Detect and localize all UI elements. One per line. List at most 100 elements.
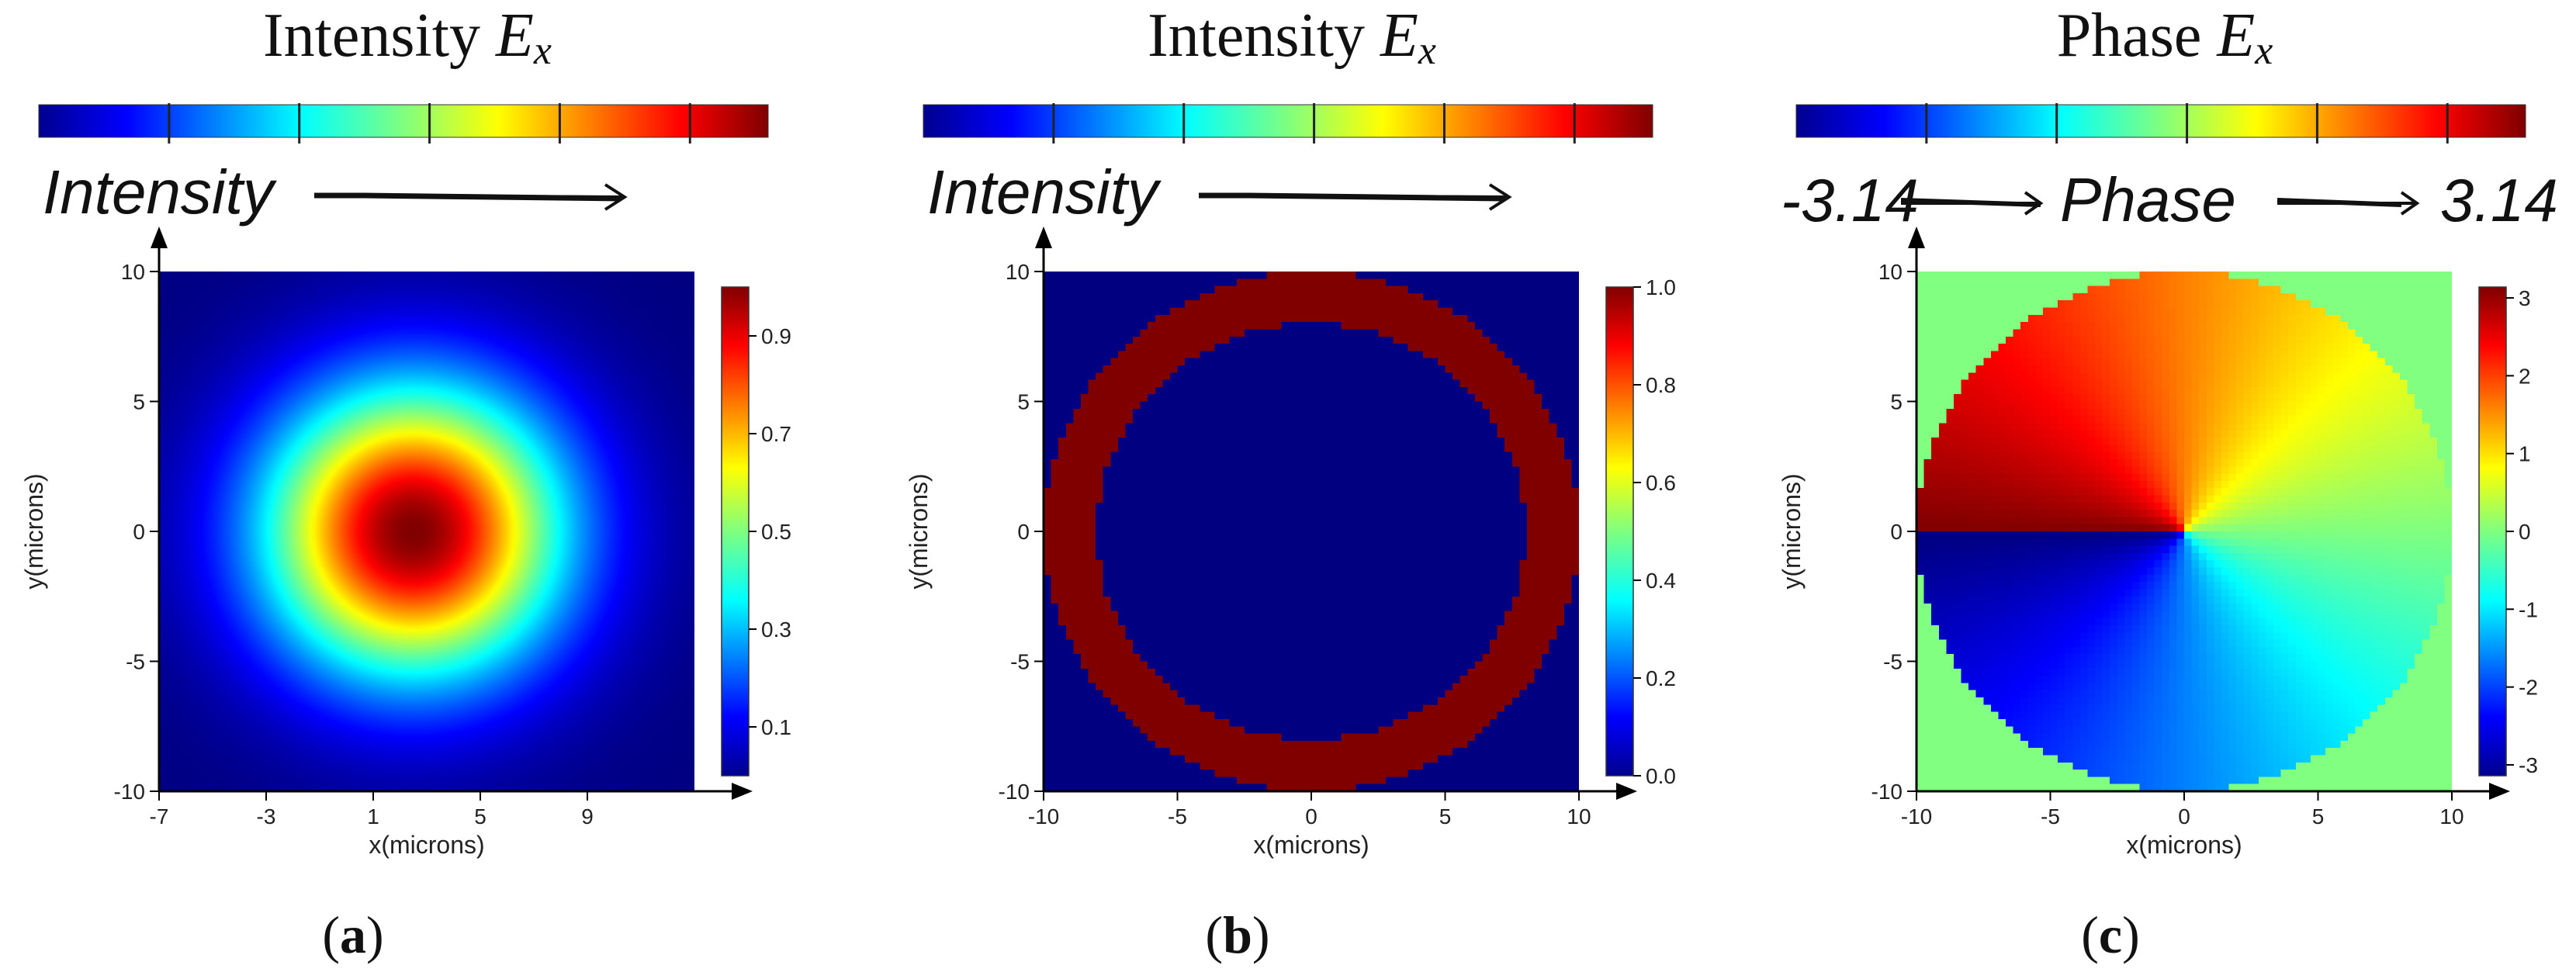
panel-title: Intensity Ex <box>1148 2 1436 73</box>
colorbar-tick-label: 0.6 <box>1646 471 1676 495</box>
colorbar-tick-label: 0.8 <box>1646 373 1676 397</box>
panel-label-close: ) <box>366 905 384 964</box>
y-tick-label: 5 <box>1890 390 1903 414</box>
colorbar-tick-label: 3 <box>2519 286 2531 310</box>
colorbar-tick-label: 0.2 <box>1646 666 1676 690</box>
colorbar-tick-label: 2 <box>2519 364 2531 388</box>
colorbar-tick-label: 0.5 <box>761 520 791 544</box>
panel-label-open: ( <box>2081 905 2099 964</box>
colorbar-tick-label: -2 <box>2519 676 2538 700</box>
y-axis-arrow-icon <box>1908 227 1925 248</box>
panel-label-open: ( <box>1205 905 1223 964</box>
heatmap-image <box>159 272 694 791</box>
colorbar-tick-label: 0.7 <box>761 422 791 446</box>
heatmap-image <box>1044 272 1579 791</box>
x-axis-label: x(microns) <box>369 831 484 859</box>
y-axis-label: y(microns) <box>20 473 48 589</box>
y-axis-label: y(microns) <box>905 473 933 589</box>
x-tick-label: -7 <box>150 804 169 829</box>
panel-title-subscript: x <box>1418 29 1436 73</box>
y-tick-label: -5 <box>1883 650 1903 674</box>
panel-label-letter: b <box>1223 905 1252 964</box>
x-tick-label: 5 <box>2312 804 2325 829</box>
panel-label-close: ) <box>1252 905 1270 964</box>
x-tick-label: 1 <box>367 804 379 829</box>
y-tick-label: -5 <box>126 650 145 674</box>
y-tick-label: 0 <box>1890 520 1903 544</box>
legend-gradient-bar <box>923 104 1653 138</box>
x-tick-label: -5 <box>2041 804 2060 829</box>
colorbar-tick-label: 0 <box>2519 520 2531 544</box>
x-tick-label: 10 <box>1567 804 1591 829</box>
arrow-icon <box>2277 198 2402 207</box>
colorbar-tick-label: -3 <box>2519 753 2538 777</box>
y-tick-label: -10 <box>1871 780 1903 804</box>
x-tick-label: 5 <box>474 804 486 829</box>
x-tick-label: -10 <box>1028 804 1059 829</box>
y-axis-arrow-icon <box>1035 227 1052 248</box>
colorbar-tick-label: 1.0 <box>1646 275 1676 299</box>
y-tick-label: 5 <box>1017 390 1030 414</box>
legend-min-label: -3.14 <box>1781 166 1919 234</box>
y-tick-label: 10 <box>1006 260 1030 284</box>
colorbar <box>721 286 750 777</box>
x-axis-arrow-icon <box>732 783 753 800</box>
x-tick-label: 5 <box>1439 804 1452 829</box>
x-tick-label: -5 <box>1168 804 1187 829</box>
colorbar-tick-label: 1 <box>2519 442 2531 466</box>
legend-gradient-bar <box>1795 104 2526 138</box>
panel-title-text: Intensity <box>1148 2 1380 70</box>
panel-title-text: Intensity <box>263 2 496 70</box>
panel-title-symbol: E <box>2216 2 2255 70</box>
legend-arrow-label: Intensity <box>43 157 278 227</box>
arrow-icon <box>1900 198 2041 207</box>
colorbar <box>2478 286 2507 777</box>
y-tick-label: -5 <box>1010 650 1030 674</box>
colorbar-tick-label: 0.4 <box>1646 569 1676 593</box>
panel-title-subscript: x <box>533 29 552 73</box>
legend-gradient-bar <box>38 104 769 138</box>
x-tick-label: 0 <box>2178 804 2190 829</box>
panel-label-open: ( <box>322 905 340 964</box>
panel-c: Phase Ex-3.14 Phase 3.14-10 -5 0 5 10-10-50510… <box>1778 2 2558 964</box>
colorbar-tick-label: 0.0 <box>1646 764 1676 788</box>
legend-arrow-label: Intensity <box>927 157 1162 227</box>
x-tick-label: 10 <box>2439 804 2463 829</box>
panel-label: (c) <box>2081 905 2140 964</box>
panel-title-text: Phase <box>2057 2 2218 70</box>
y-tick-label: -10 <box>114 780 145 804</box>
colorbar-tick-label: 0.1 <box>761 715 791 739</box>
legend-max-label: 3.14 <box>2440 166 2558 234</box>
heatmap-image <box>1916 272 2452 791</box>
y-tick-label: 0 <box>133 520 145 544</box>
panel-title-symbol: E <box>1380 2 1418 70</box>
y-axis-label: y(microns) <box>1778 473 1806 589</box>
legend-arrow-label: Phase <box>2060 165 2236 234</box>
panel-label-letter: c <box>2099 905 2122 964</box>
colorbar-tick-label: -1 <box>2519 597 2538 621</box>
panel-label: (a) <box>322 905 383 964</box>
panel-title: Phase Ex <box>2057 2 2273 73</box>
panel-title-symbol: E <box>495 2 534 70</box>
panel-title-subscript: x <box>2254 29 2273 73</box>
y-tick-label: 10 <box>1878 260 1903 284</box>
colorbar <box>1605 286 1634 777</box>
y-axis-arrow-icon <box>151 227 168 248</box>
x-tick-label: 9 <box>581 804 594 829</box>
x-axis-label: x(microns) <box>1253 831 1369 859</box>
panel-label: (b) <box>1205 905 1269 964</box>
panel-label-letter: a <box>340 905 366 964</box>
x-tick-label: 0 <box>1305 804 1317 829</box>
y-tick-label: 5 <box>133 390 145 414</box>
x-tick-label: -3 <box>257 804 276 829</box>
colorbar-tick-label: 0.9 <box>761 324 791 348</box>
panel-title: Intensity Ex <box>263 2 552 73</box>
y-tick-label: -10 <box>999 780 1030 804</box>
arrow-icon <box>1198 183 1512 211</box>
arrow-icon <box>313 183 628 211</box>
y-tick-label: 10 <box>121 260 145 284</box>
x-axis-arrow-icon <box>2489 783 2510 800</box>
